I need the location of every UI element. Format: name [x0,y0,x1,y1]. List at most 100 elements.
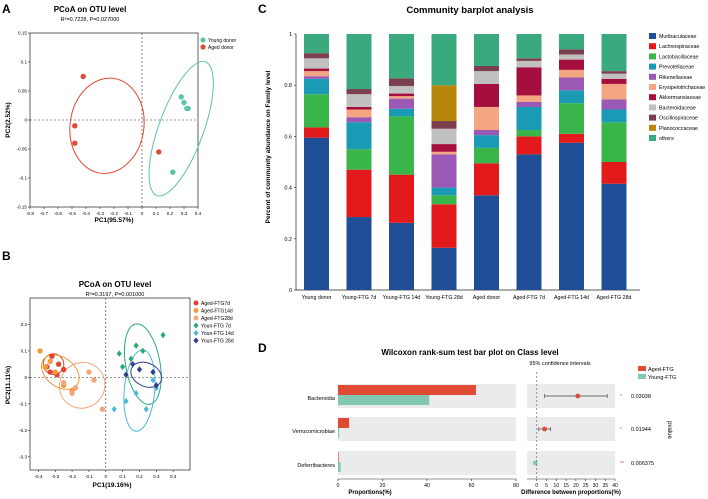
bar-segment-muribaculaceae [431,247,457,290]
bar-segment-prevotellaceae [346,122,372,150]
panel-letter-d: D [258,341,267,355]
bar-segment-rikenellaceae [474,130,499,136]
bar-segment-others [474,34,499,66]
bar-segment-akkermansiaceae [346,106,372,110]
x-tick-label: -0.1 [124,211,132,216]
y-tick-label: -0.15 [17,205,28,210]
legend-marker-youn-ftg-7d [193,322,199,329]
bar-segment-prevotellaceae [516,106,542,130]
bar-segment-bacteroidaceae [304,58,329,69]
significance-marker: * [620,427,622,433]
pcoa-a-ylabel: PC2(2.52%) [5,102,12,137]
data-point-young-donor [170,169,176,175]
bar-segment-bacteroidaceae [431,128,457,145]
row-background-left [338,417,516,441]
data-point-aged-ftg7d [47,369,53,375]
bar-aged-ftg-deferribacteres [338,452,339,462]
legend-label-others: others [659,136,674,142]
legend-label-aged-ftg28d: Aged-FTG28d [201,316,233,322]
y-tick-label: 0 [289,288,292,294]
legend-marker-youn-ftg-14d [193,330,199,336]
y-tick-label: -0.05 [17,147,28,152]
legend-label-muribaculaceae: Muribaculaceae [659,34,696,40]
confidence-ellipse-aged-donor [69,77,145,174]
diff-tick-label: 5 [545,483,548,489]
pcoa-b-frame [29,297,191,471]
bar-aged-ftg-verrucomicrobiae [338,418,350,428]
legend-swatch-muribaculaceae [649,33,656,39]
y-tick-label: 0.6 [284,134,292,140]
data-point-aged-ftg28d [86,369,92,375]
barplot-legend: Muribaculaceae Lachnospiraceae Lactobacill… [649,33,705,142]
bar-segment-muribaculaceae [601,183,627,290]
barplot-ylabel: Percent of community abundance on Family… [265,70,272,223]
bar-segment-lactobacillaceae [304,94,329,128]
x-tick-label: Aged-FTG 7d [513,295,545,301]
confidence-ellipse-young-donor [148,60,214,197]
bar-segment-muribaculaceae [346,217,372,290]
legend-label-aged-ftg14d: Aged-FTG14d [201,308,233,314]
data-point-aged-donor [72,140,78,146]
bar-segment-erysipelotrichaceae [516,95,542,102]
stacked-bar-chart-c: Community barplot analysis 0 0.2 0.4 0.6 0.8… [265,5,705,301]
diff-tick-label: 0 [535,483,538,489]
legend-young-ftg-label: Young-FTG [648,375,676,381]
bar-segment-oscillospiraceae [346,89,372,95]
diff-tick-label: 15 [563,483,569,489]
legend-label-lactobacillaceae: Lactobacillaceae [659,54,699,60]
wilcoxon-chart-d: Wilcoxon rank-sum test bar plot on Class… [292,348,676,496]
y-tick-label: 0.2 [284,237,292,243]
data-point-aged-ftg28d [99,406,106,412]
bar-segment-bacteroidaceae [601,73,627,79]
bar-young-ftg-verrucomicrobiae [338,428,340,438]
confidence-ellipse-youn-ftg-14d [123,349,156,432]
data-point-aged-ftg7d [55,361,62,367]
legend-young-donor-marker [200,37,206,43]
data-point-youn-ftg-7d [133,342,139,349]
bar-segment-lactobacillaceae [346,149,372,170]
bar-segment-muribaculaceae [304,137,329,290]
x-tick-label: -0.6 [54,211,62,216]
bar-segment-akkermansiaceae [474,83,499,107]
bar-segment-erysipelotrichaceae [601,83,627,100]
row-background-left [338,451,516,475]
pcoa-a-legend: Young donor Aged donor [200,37,237,51]
bar-segment-lactobacillaceae [431,195,457,205]
x-tick-label: 0.1 [153,211,160,216]
data-point-aged-ftg14d [52,369,58,375]
legend-label-rikenellaceae: Rikenellaceae [659,75,692,81]
x-tick-label: 0.2 [136,474,143,479]
data-point-young-donor [181,99,187,106]
wilcoxon-xlabel: Proportions(%) [348,490,391,496]
pcoa-b-ylabel: PC2(11.11%) [5,366,12,404]
bar-segment-oscillospiraceae [304,53,329,59]
bar-segment-lachnospiraceae [304,127,329,138]
panel-letter-a: A [2,2,11,16]
diff-tick-label: 35 [602,483,608,489]
panel-letter-c: C [258,2,267,16]
bar-segment-lactobacillaceae [601,122,627,162]
bar-segment-erysipelotrichaceae [559,69,584,78]
bar-segment-lachnospiraceae [431,204,457,248]
bar-segment-bacteroidaceae [559,54,584,60]
bar-segment-planococcaceae [431,85,457,122]
data-point-aged-ftg7d [60,366,67,373]
pcoa-b-title: PCoA on OTU level [79,280,152,289]
bar-segment-bacteroidaceae [474,71,499,84]
x-tick-label: 0.4 [195,211,202,216]
pcoa-b-legend: Aged-FTG7dAged-FTG14dAged-FTG28dYoun-FTG… [193,300,234,344]
pcoa-chart-b: PCoA on OTU level R²=0.3197, P=0.001000 … [5,280,234,489]
bar-segment-oscillospiraceae [601,71,627,74]
bar-segment-rikenellaceae [431,154,457,188]
bar-segment-oscillospiraceae [431,121,457,129]
confidence-ellipse-youn-ftg-7d [123,323,162,405]
y-tick-label: -0.1 [19,176,27,181]
difference-point-verrucomicrobiae [542,426,547,432]
significance-marker: ** [620,461,624,467]
barplot-title: Community barplot analysis [406,5,533,16]
data-point-youn-ftg-7d [160,331,166,339]
x-tick-label: 0.1 [119,474,126,479]
legend-marker-aged-ftg7d [193,300,199,306]
bar-segment-oscillospiraceae [559,49,584,55]
x-tick-label: Young-FTG 7d [342,295,377,301]
